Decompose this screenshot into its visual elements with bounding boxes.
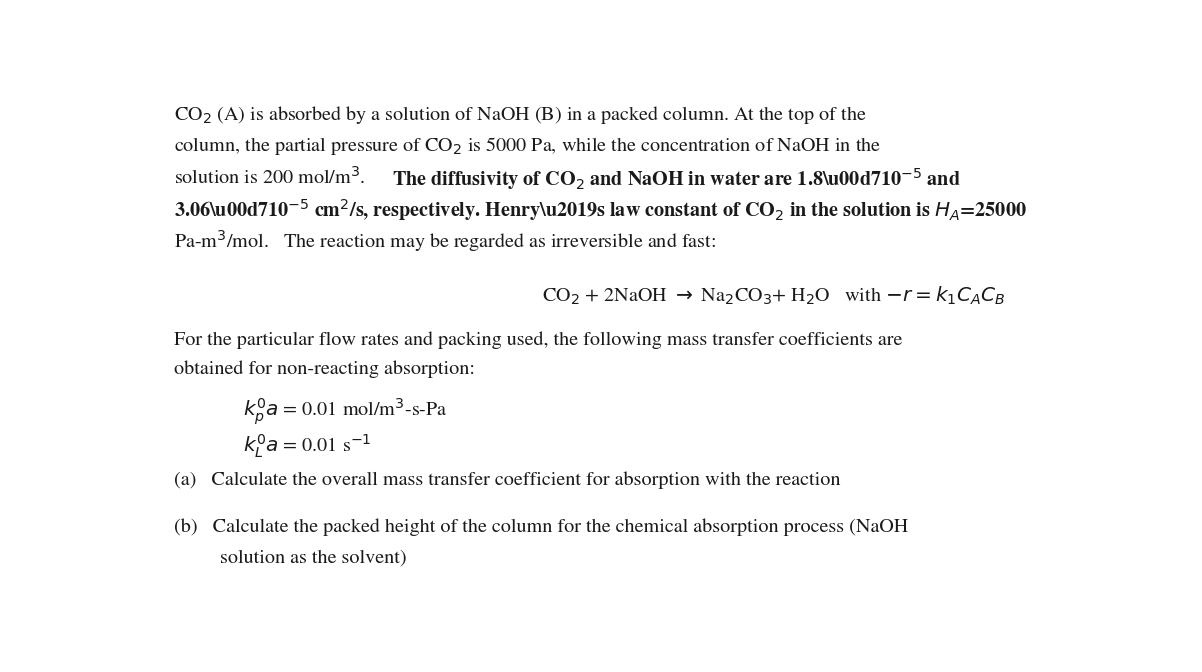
Text: CO$_2$ (A) is absorbed by a solution of NaOH (B) in a packed column. At the top : CO$_2$ (A) is absorbed by a solution of … <box>173 104 867 126</box>
Text: 3.06\u00d710$^{-5}$ cm$^2$/s, respectively. Henry\u2019s law constant of CO$_2$ : 3.06\u00d710$^{-5}$ cm$^2$/s, respective… <box>173 197 1027 223</box>
Text: $k_p^0 a$ = 0.01 mol/m$^3$-s-Pa: $k_p^0 a$ = 0.01 mol/m$^3$-s-Pa <box>243 396 448 427</box>
Text: The diffusivity of CO$_2$ and NaOH in water are 1.8\u00d710$^{-5}$ and: The diffusivity of CO$_2$ and NaOH in wa… <box>392 166 960 192</box>
Text: $k_L^0 a$ = 0.01 s$^{-1}$: $k_L^0 a$ = 0.01 s$^{-1}$ <box>243 433 371 460</box>
Text: column, the partial pressure of CO$_2$ is 5000 Pa, while the concentration of Na: column, the partial pressure of CO$_2$ i… <box>173 135 881 157</box>
Text: Pa-m$^3$/mol.   The reaction may be regarded as irreversible and fast:: Pa-m$^3$/mol. The reaction may be regard… <box>173 228 715 254</box>
Text: solution is 200 mol/m$^3$.: solution is 200 mol/m$^3$. <box>173 166 367 188</box>
Text: (b)   Calculate the packed height of the column for the chemical absorption proc: (b) Calculate the packed height of the c… <box>173 518 908 536</box>
Text: solution as the solvent): solution as the solvent) <box>220 549 406 566</box>
Text: CO$_2$ + 2NaOH $\rightarrow$ Na$_2$CO$_3$+ H$_2$O   with $-r=k_1C_AC_B$: CO$_2$ + 2NaOH $\rightarrow$ Na$_2$CO$_3… <box>541 285 1005 307</box>
Text: For the particular flow rates and packing used, the following mass transfer coef: For the particular flow rates and packin… <box>173 331 902 349</box>
Text: (a)   Calculate the overall mass transfer coefficient for absorption with the re: (a) Calculate the overall mass transfer … <box>173 471 840 489</box>
Text: obtained for non-reacting absorption:: obtained for non-reacting absorption: <box>173 360 475 378</box>
